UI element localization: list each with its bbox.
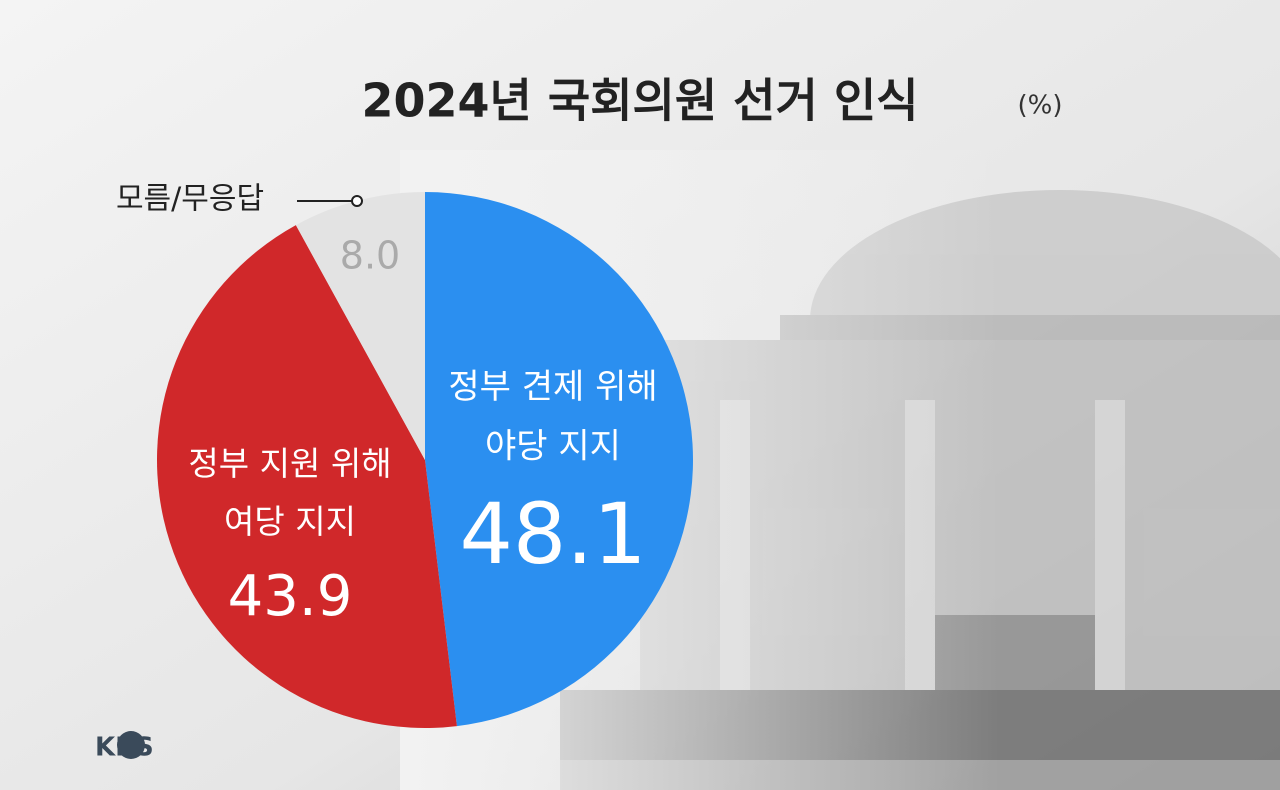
pie-slice [156, 225, 457, 728]
value-label: 48.1 [459, 485, 646, 583]
category-label: 정부 견제 위해 야당 지지 [448, 367, 657, 467]
pie-slice [295, 192, 425, 460]
leader-dot [351, 195, 363, 207]
value-label: 43.9 [228, 564, 353, 629]
pie-slice [425, 192, 694, 727]
category-label: 정부 지원 위해 여당 지지 [188, 444, 391, 541]
category-label: 모름/무응답 [116, 182, 264, 217]
logo-mark [117, 731, 145, 759]
value-label: 8.0 [340, 234, 400, 278]
chart-title: 2024년 국회의원 선거 인식 [362, 74, 919, 128]
unit-label: (%) [1018, 91, 1063, 121]
